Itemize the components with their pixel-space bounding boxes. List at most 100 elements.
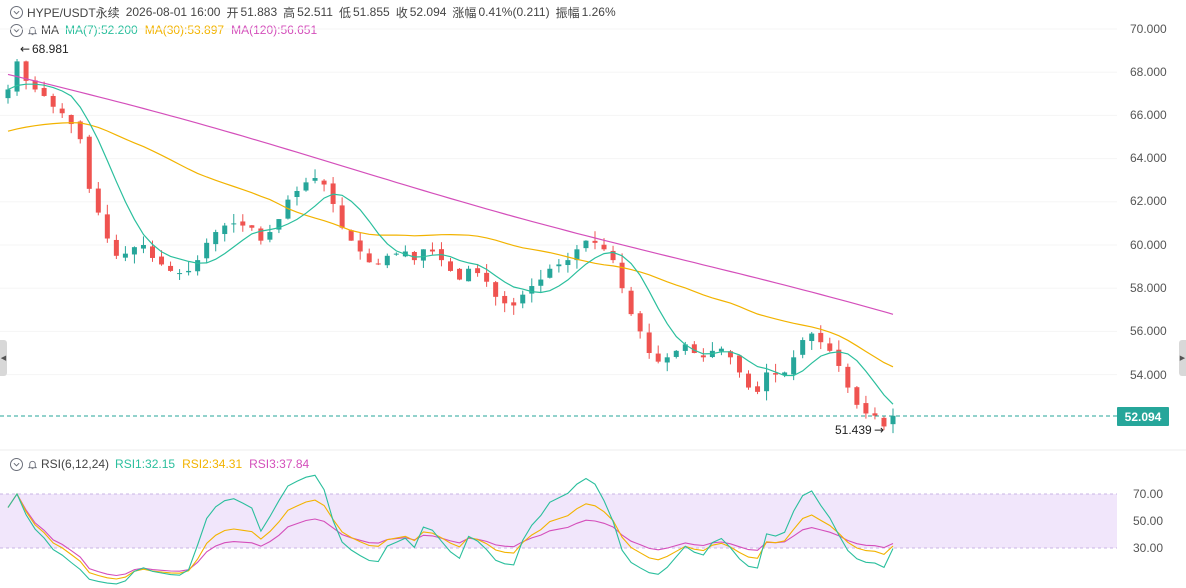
price-tick: 60.000 [1130, 238, 1167, 252]
candle-body [222, 225, 228, 235]
candle [177, 269, 183, 280]
price-axis: 70.000 68.000 66.000 64.000 62.000 60.00… [1130, 22, 1167, 382]
candle [222, 222, 228, 242]
symbol-label: HYPE/USDT永续 [27, 5, 120, 20]
candle-body [149, 246, 155, 258]
candle [565, 252, 571, 273]
candle-body [511, 302, 517, 306]
candle-body [104, 214, 110, 239]
open-label: 开 [226, 5, 239, 20]
candle [294, 186, 300, 206]
candle [646, 323, 652, 359]
candle [41, 81, 47, 97]
candle [746, 370, 752, 390]
candle-body [276, 219, 282, 230]
candle [529, 278, 535, 303]
candle-body [637, 313, 643, 332]
candle [213, 229, 219, 252]
candle-body [357, 240, 363, 252]
candle [520, 290, 526, 309]
rsi2-value: RSI2:34.31 [182, 457, 243, 471]
candle-body [556, 264, 562, 267]
candle [357, 232, 363, 260]
candle [258, 226, 264, 245]
candle [484, 264, 490, 287]
change-value: 0.41%(0.211) [478, 5, 550, 19]
current-price-text: 52.094 [1125, 410, 1162, 424]
candle-body [727, 351, 733, 358]
candle-body [718, 348, 724, 352]
candle [420, 249, 426, 268]
rsi3-line [7, 492, 894, 577]
collapse-toggle-icon[interactable] [10, 5, 23, 19]
low-value: 51.855 [353, 5, 390, 19]
candle-body [384, 255, 390, 266]
high-value: 52.511 [297, 5, 333, 19]
candle-body [484, 272, 490, 282]
candle [556, 259, 562, 273]
candle-datetime: 2026-08-01 16:00 [125, 5, 221, 19]
candle-body [68, 114, 74, 125]
price-tick: 66.000 [1130, 108, 1167, 122]
candle [303, 177, 309, 192]
high-label: 高 [283, 5, 296, 20]
current-price-tag [1117, 407, 1169, 426]
candle-body [863, 403, 869, 414]
candle-body [872, 413, 878, 416]
rsi-axis: 70.00 50.00 30.00 [1133, 487, 1163, 555]
ma120-value: MA(120):56.651 [231, 23, 318, 37]
candle-body [818, 332, 824, 343]
candle-body [736, 355, 742, 373]
candle [140, 236, 146, 254]
candle [511, 297, 517, 315]
candle [95, 182, 101, 216]
candle-body [366, 253, 372, 263]
candle-body [23, 61, 29, 81]
candle-body [809, 333, 815, 342]
candle [736, 355, 742, 378]
candle-body [294, 191, 300, 197]
rsi-alert-bell-icon[interactable] [27, 459, 38, 470]
candle-body [529, 286, 535, 294]
rsi-tick: 70.00 [1133, 487, 1163, 501]
price-tick: 70.000 [1130, 22, 1167, 36]
price-tick: 68.000 [1130, 65, 1167, 79]
candle [718, 346, 724, 356]
candle-body [113, 239, 119, 256]
rsi-collapse-toggle-icon[interactable] [10, 457, 23, 471]
candle-body [655, 353, 661, 362]
candle [538, 269, 544, 292]
candle-body [393, 253, 399, 255]
candle-body [700, 355, 706, 358]
right-scroll-handle[interactable]: ▶ [1179, 340, 1186, 376]
candle-body [520, 294, 526, 304]
candle [77, 120, 83, 144]
candle-body [312, 178, 318, 181]
candle-body [249, 225, 255, 228]
candle-body [95, 188, 101, 213]
ma-indicator-row: MA MA(7):52.200 MA(30):53.897 MA(120):56… [10, 21, 324, 39]
candle [448, 257, 453, 272]
candle [773, 363, 779, 383]
max-price-marker-arrow: ← [20, 42, 30, 56]
candle-body [267, 232, 273, 240]
candle [890, 408, 896, 434]
candle-body [466, 268, 472, 282]
ma120-line [7, 73, 894, 315]
ma7-line [7, 83, 894, 405]
low-label: 低 [338, 5, 351, 20]
candle [267, 224, 273, 243]
candle [321, 179, 327, 192]
right-arrow-icon: ▶ [1179, 355, 1186, 362]
candle [131, 246, 137, 264]
candle [845, 363, 851, 393]
candle-body [628, 290, 634, 315]
left-scroll-handle[interactable]: ◀ [0, 340, 7, 376]
candle [348, 229, 354, 241]
candle-body [231, 223, 237, 225]
candle-body [50, 95, 56, 107]
ma-collapse-toggle-icon[interactable] [10, 23, 23, 37]
candle-body [159, 256, 165, 265]
candle-body [168, 265, 174, 271]
